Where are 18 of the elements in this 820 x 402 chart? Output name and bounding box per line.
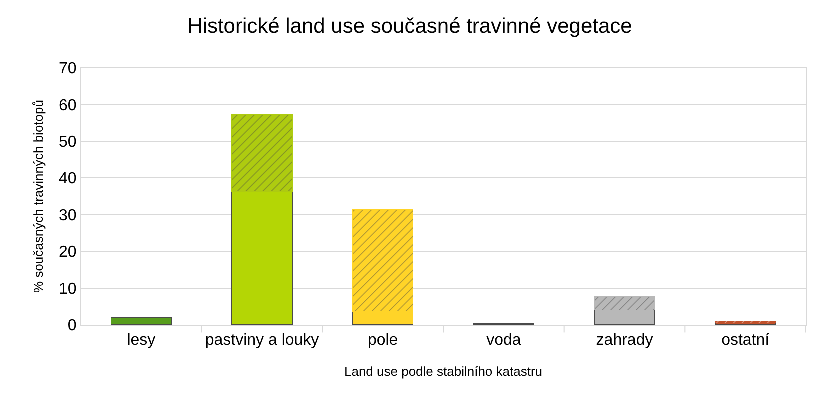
- x-tick-label: ostatní: [722, 332, 770, 350]
- x-tick-label: lesy: [127, 332, 156, 350]
- bar: [110, 317, 172, 325]
- x-axis-title: Land use podle stabilního katastru: [344, 364, 543, 379]
- y-tick-label: 0: [68, 318, 77, 335]
- y-tick-label: 20: [59, 244, 77, 262]
- y-tick-label: 70: [59, 60, 77, 78]
- y-tick-label: 10: [59, 280, 77, 298]
- y-tick-label: 60: [59, 97, 77, 114]
- chart-title: Historické land use současné travinné vegetace: [188, 14, 632, 38]
- y-tick-label: 40: [59, 170, 77, 188]
- y-tick-label: 50: [59, 134, 77, 152]
- x-tick-label: pole: [368, 332, 398, 350]
- x-tick-label: pastviny a louky: [205, 332, 320, 350]
- y-axis-title: % současných travinných biotopů: [30, 100, 46, 293]
- x-tick-label: zahrady: [596, 332, 654, 350]
- x-tick-label: voda: [486, 332, 522, 350]
- y-tick-label: 30: [59, 207, 77, 224]
